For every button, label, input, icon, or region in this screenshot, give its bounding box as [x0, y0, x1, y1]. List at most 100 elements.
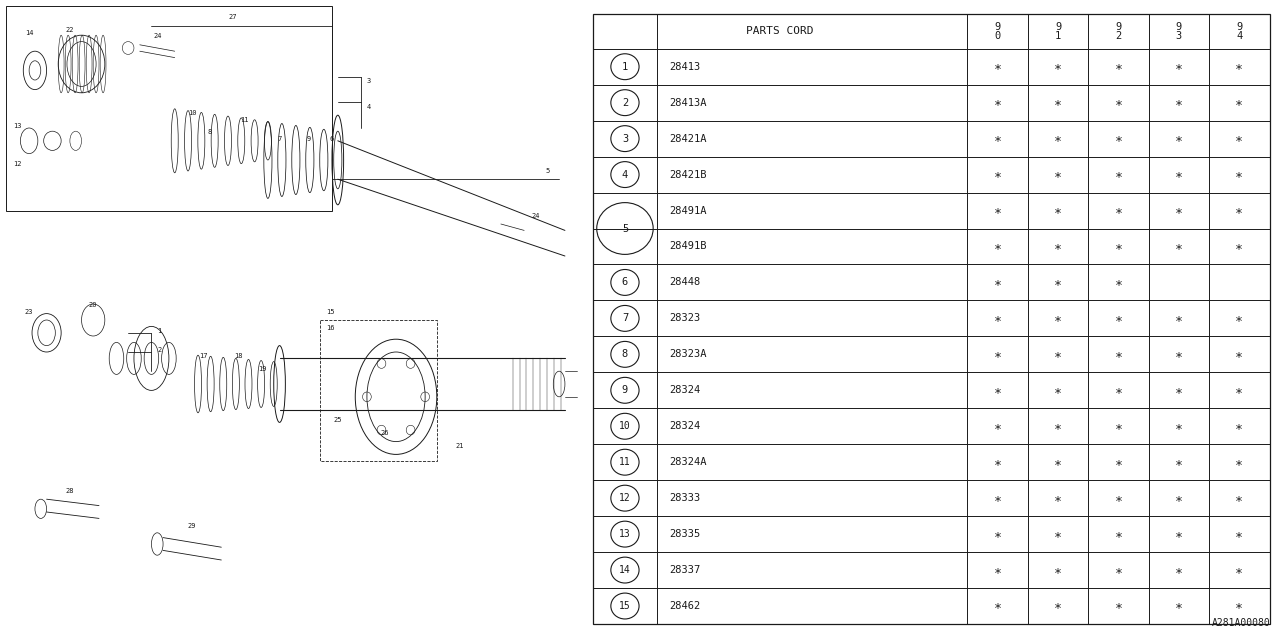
Text: ∗: ∗ [1055, 384, 1062, 397]
Text: 12: 12 [13, 161, 22, 168]
Text: ∗: ∗ [1115, 312, 1123, 325]
Text: ∗: ∗ [1235, 492, 1243, 505]
Text: 28413: 28413 [669, 61, 701, 72]
Text: 21: 21 [456, 443, 465, 449]
Text: ∗: ∗ [1235, 168, 1243, 181]
Text: 26: 26 [380, 430, 389, 436]
Text: ∗: ∗ [1115, 132, 1123, 145]
Text: 28462: 28462 [669, 601, 701, 611]
Text: ∗: ∗ [1115, 420, 1123, 433]
Text: 5: 5 [545, 168, 549, 174]
Text: ∗: ∗ [1235, 600, 1243, 612]
Text: ∗: ∗ [1235, 527, 1243, 541]
Text: ∗: ∗ [1115, 492, 1123, 505]
Text: ∗: ∗ [1115, 96, 1123, 109]
Text: ∗: ∗ [1055, 456, 1062, 468]
Text: 28323: 28323 [669, 314, 701, 323]
Text: ∗: ∗ [1055, 96, 1062, 109]
Text: 1: 1 [157, 328, 161, 334]
Text: ∗: ∗ [1115, 240, 1123, 253]
Text: ∗: ∗ [1055, 564, 1062, 577]
Text: ∗: ∗ [1115, 527, 1123, 541]
Text: 28413A: 28413A [669, 98, 707, 108]
Text: ∗: ∗ [1115, 564, 1123, 577]
Text: ∗: ∗ [1175, 204, 1183, 217]
Text: 25: 25 [334, 417, 342, 424]
Text: 28448: 28448 [669, 277, 701, 287]
Text: A281A00080: A281A00080 [1212, 618, 1271, 628]
Text: ∗: ∗ [1115, 348, 1123, 361]
Text: ∗: ∗ [1055, 312, 1062, 325]
Text: ∗: ∗ [1055, 276, 1062, 289]
Text: ∗: ∗ [1175, 492, 1183, 505]
Text: ∗: ∗ [1235, 420, 1243, 433]
Text: 2: 2 [622, 98, 628, 108]
Text: ∗: ∗ [1235, 240, 1243, 253]
Text: ∗: ∗ [1115, 168, 1123, 181]
Text: ∗: ∗ [1055, 132, 1062, 145]
Text: ∗: ∗ [1055, 420, 1062, 433]
Text: 23: 23 [24, 308, 33, 315]
Text: ∗: ∗ [1115, 600, 1123, 612]
Bar [320, 320, 436, 461]
Text: 2: 2 [157, 347, 161, 353]
Text: PARTS CORD: PARTS CORD [746, 26, 814, 36]
Text: ∗: ∗ [1175, 312, 1183, 325]
Text: ∗: ∗ [1115, 384, 1123, 397]
Text: 17: 17 [200, 353, 209, 360]
Text: ∗: ∗ [993, 600, 1002, 612]
Text: ∗: ∗ [1055, 240, 1062, 253]
Text: 28337: 28337 [669, 565, 701, 575]
Text: ∗: ∗ [1175, 240, 1183, 253]
Text: ∗: ∗ [1115, 60, 1123, 73]
Text: 6: 6 [330, 136, 334, 142]
Text: 11: 11 [620, 457, 631, 467]
Text: 15: 15 [620, 601, 631, 611]
Text: ∗: ∗ [993, 456, 1002, 468]
Text: ∗: ∗ [1235, 96, 1243, 109]
Text: 9: 9 [622, 385, 628, 396]
Text: 28491A: 28491A [669, 205, 707, 216]
Text: 28333: 28333 [669, 493, 701, 503]
Text: ∗: ∗ [1175, 384, 1183, 397]
Text: 24: 24 [154, 33, 161, 40]
Text: ∗: ∗ [993, 276, 1002, 289]
Text: ∗: ∗ [1175, 132, 1183, 145]
Text: ∗: ∗ [993, 204, 1002, 217]
Text: ∗: ∗ [1175, 96, 1183, 109]
Text: 9
2: 9 2 [1115, 22, 1121, 41]
Text: ∗: ∗ [1055, 600, 1062, 612]
Text: 9: 9 [306, 136, 311, 142]
Bar [6, 6, 332, 211]
Text: 5: 5 [622, 223, 628, 234]
Text: 20: 20 [88, 302, 97, 308]
Text: 27: 27 [229, 14, 237, 20]
Text: 28: 28 [65, 488, 74, 494]
Text: ∗: ∗ [1055, 60, 1062, 73]
Text: 4: 4 [367, 104, 371, 110]
Text: 13: 13 [620, 529, 631, 539]
Text: 8: 8 [207, 129, 211, 136]
Text: ∗: ∗ [1235, 384, 1243, 397]
Text: 15: 15 [326, 308, 334, 315]
Text: ∗: ∗ [1055, 168, 1062, 181]
Text: ∗: ∗ [1175, 600, 1183, 612]
Text: ∗: ∗ [1175, 456, 1183, 468]
Text: ∗: ∗ [993, 96, 1002, 109]
Text: ∗: ∗ [1235, 348, 1243, 361]
Text: 28324: 28324 [669, 385, 701, 396]
Text: 9
1: 9 1 [1055, 22, 1061, 41]
Text: 19: 19 [257, 366, 266, 372]
Text: 18: 18 [234, 353, 243, 360]
Text: ∗: ∗ [1175, 348, 1183, 361]
Text: ∗: ∗ [993, 240, 1002, 253]
Text: 28491B: 28491B [669, 241, 707, 252]
Text: 14: 14 [620, 565, 631, 575]
Text: ∗: ∗ [1175, 527, 1183, 541]
Text: ∗: ∗ [993, 312, 1002, 325]
Text: 4: 4 [622, 170, 628, 180]
Text: ∗: ∗ [1175, 168, 1183, 181]
Text: ∗: ∗ [993, 168, 1002, 181]
Text: 13: 13 [13, 123, 22, 129]
Text: 14: 14 [24, 30, 33, 36]
